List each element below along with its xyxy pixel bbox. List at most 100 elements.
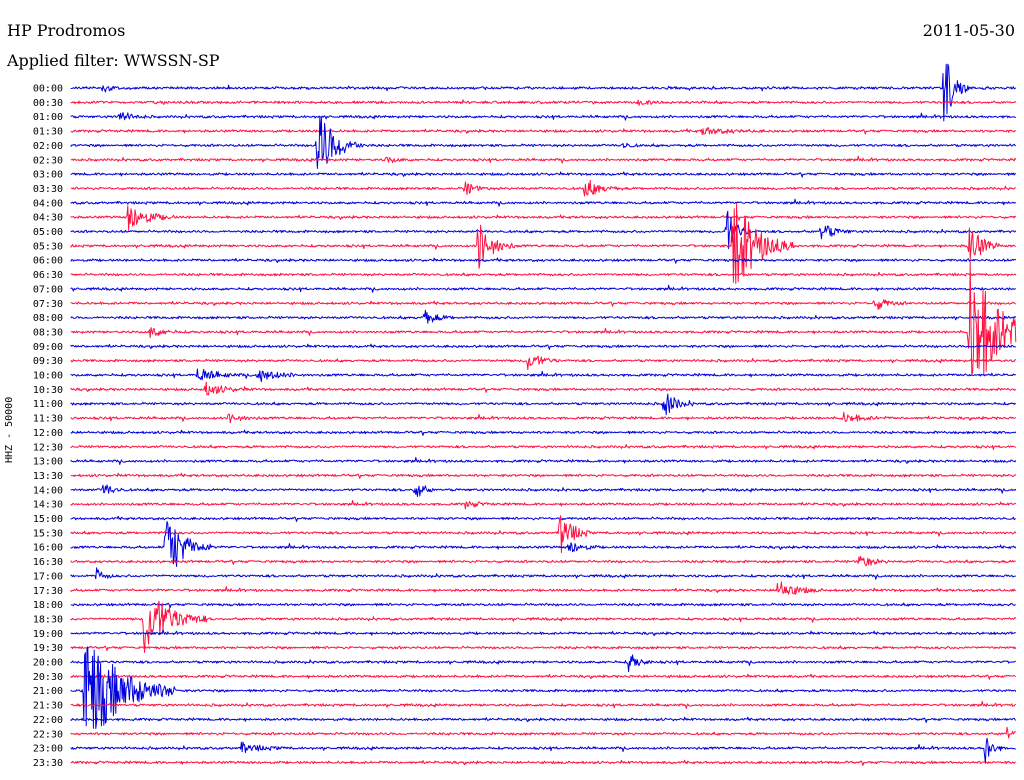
row-label: 03:00 (33, 170, 63, 181)
row-label: 10:00 (33, 371, 63, 382)
trace-line (70, 355, 1017, 371)
filter-label: Applied filter: WWSSN-SP (7, 51, 220, 70)
trace-line (70, 299, 1016, 310)
trace-line (70, 654, 1016, 673)
trace-line (70, 484, 1017, 498)
row-label: 12:30 (33, 442, 63, 453)
row-label: 18:00 (33, 600, 63, 611)
trace-line (70, 343, 1016, 350)
trace-line (70, 381, 1017, 396)
trace-line (70, 646, 1017, 730)
trace-line (70, 737, 1017, 764)
trace-line (70, 429, 1017, 436)
row-label: 07:00 (33, 284, 63, 295)
trace-line (70, 556, 1016, 567)
trace-line (70, 581, 1016, 595)
row-label: 22:30 (33, 729, 63, 740)
trace-line (70, 261, 1017, 376)
trace-line (70, 411, 1016, 424)
row-label: 18:30 (33, 614, 63, 625)
trace-line (70, 257, 1017, 264)
trace-line (70, 198, 1017, 207)
trace-line (70, 444, 1017, 450)
trace-line (70, 368, 1017, 383)
trace-line (70, 759, 1016, 766)
trace-line (70, 155, 1017, 164)
row-label: 12:00 (33, 428, 63, 439)
trace-line (70, 127, 1017, 136)
trace-line (70, 271, 1017, 277)
row-label: 03:30 (33, 184, 63, 195)
row-label: 15:00 (33, 514, 63, 525)
row-label: 11:30 (33, 414, 63, 425)
row-label: 16:30 (33, 557, 63, 568)
row-label: 06:30 (33, 270, 63, 281)
trace-line (70, 629, 1016, 637)
row-label: 01:30 (33, 127, 63, 138)
row-label: 21:30 (33, 701, 63, 712)
trace-line (70, 716, 1017, 723)
traces (70, 63, 1017, 766)
row-label: 08:30 (33, 327, 63, 338)
row-label: 17:00 (33, 571, 63, 582)
trace-line (70, 515, 1017, 554)
trace-line (70, 63, 1017, 122)
trace-line (70, 112, 1016, 121)
row-label: 16:00 (33, 543, 63, 554)
row-label: 20:00 (33, 658, 63, 669)
date-label: 2011-05-30 (922, 21, 1015, 40)
row-label: 02:00 (33, 141, 63, 152)
trace-line (70, 309, 1017, 324)
row-label: 14:00 (33, 485, 63, 496)
trace-line (70, 393, 1017, 416)
row-label: 19:30 (33, 643, 63, 654)
row-label: 13:30 (33, 471, 63, 482)
row-label: 15:30 (33, 528, 63, 539)
row-label: 14:30 (33, 500, 63, 511)
row-label: 05:00 (33, 227, 63, 238)
trace-line (70, 645, 1017, 652)
row-label: 10:30 (33, 385, 63, 396)
trace-line (70, 171, 1017, 178)
row-label: 06:00 (33, 256, 63, 267)
row-label: 11:00 (33, 399, 63, 410)
row-label: 13:00 (33, 457, 63, 468)
row-label: 00:30 (33, 98, 63, 109)
row-label: 04:30 (33, 213, 63, 224)
row-label: 04:00 (33, 198, 63, 209)
row-label: 01:00 (33, 112, 63, 123)
trace-line (70, 99, 1017, 106)
trace-line (70, 457, 1017, 465)
trace-line (70, 602, 1016, 609)
row-labels: 00:00 00:30 01:00 01:30 02:00 02:30 03:00 03:30… (33, 84, 63, 769)
trace-line (70, 500, 1017, 510)
row-label: 09:00 (33, 342, 63, 353)
row-label: 07:30 (33, 299, 63, 310)
trace-line (70, 116, 1017, 169)
row-label: 05:30 (33, 241, 63, 252)
trace-line (70, 567, 1017, 580)
row-label: 02:30 (33, 155, 63, 166)
trace-line (70, 210, 1017, 250)
row-label: 08:00 (33, 313, 63, 324)
trace-line (70, 515, 1016, 522)
row-label: 20:30 (33, 672, 63, 683)
row-label: 00:00 (33, 84, 63, 95)
trace-line (70, 284, 1017, 293)
row-label: 22:00 (33, 715, 63, 726)
station-title: HP Prodromos (7, 21, 126, 40)
trace-line (70, 672, 1016, 680)
trace-line (70, 202, 1016, 285)
trace-line (70, 205, 1017, 231)
row-label: 19:00 (33, 629, 63, 640)
trace-line (70, 600, 1017, 653)
row-label: 23:30 (33, 758, 63, 769)
row-label: 17:30 (33, 586, 63, 597)
row-label: 21:00 (33, 686, 63, 697)
trace-line (70, 726, 1016, 739)
row-label: 23:00 (33, 744, 63, 755)
trace-line (70, 700, 1016, 709)
trace-line (70, 179, 1016, 197)
row-label: 09:30 (33, 356, 63, 367)
